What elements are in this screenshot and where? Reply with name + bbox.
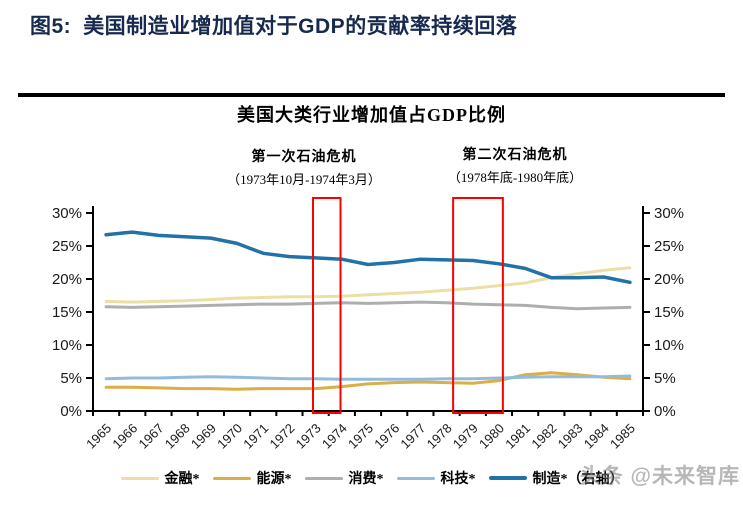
legend-label-manufacturing: 制造*（右轴） (532, 472, 624, 487)
y-axis-label-right: 30% (654, 205, 684, 222)
series-line-tech (104, 374, 632, 381)
legend-label-consumer: 消费* (348, 472, 384, 487)
x-axis-label: 1966 (109, 421, 140, 452)
legend-item-energy: 能源* (212, 468, 292, 488)
y-axis-label-left: 15% (52, 304, 82, 321)
x-axis-label: 1971 (240, 421, 271, 452)
series-line-manufacturing (104, 230, 632, 285)
legend-item-tech: 科技* (396, 468, 476, 488)
x-axis-label: 1985 (607, 421, 638, 452)
legend-item-finance: 金融* (120, 468, 200, 488)
legend-swatch-manufacturing (488, 476, 527, 480)
annotation-title: 第二次石油危机 (462, 148, 568, 163)
x-axis-label: 1981 (502, 421, 533, 452)
x-axis-label: 1969 (188, 421, 219, 452)
y-axis-label-left: 20% (52, 271, 82, 288)
legend-label-finance: 金融* (164, 472, 200, 487)
x-axis-label: 1965 (83, 421, 114, 452)
x-axis-label: 1983 (555, 421, 586, 452)
annotation-second-oil-crisis: 第二次石油危机 （1978年底-1980年底） (402, 144, 628, 186)
watermark: 头条 @未来智库 (579, 465, 740, 488)
y-axis-label-right: 0% (654, 403, 676, 420)
annotation-subtitle: （1973年10月-1974年3月） (227, 172, 381, 187)
x-axis-label: 1975 (345, 421, 376, 452)
y-axis-label-left: 10% (52, 337, 82, 354)
figure-header: 图5: 美国制造业增加值对于GDP的贡献率持续回落 (30, 10, 517, 40)
y-axis-label-right: 10% (654, 337, 684, 354)
x-axis-label: 1972 (266, 421, 297, 452)
y-axis-label-right: 5% (654, 370, 676, 387)
y-axis-label-right: 20% (654, 271, 684, 288)
x-axis-label: 1974 (319, 421, 350, 452)
legend-label-tech: 科技* (440, 472, 476, 487)
y-axis-label-right: 25% (654, 238, 684, 255)
y-axis-label-right: 15% (654, 304, 684, 321)
y-axis-label-left: 5% (60, 370, 82, 387)
x-axis-label: 1979 (450, 421, 481, 452)
chart-title: 美国大类行业增加值占GDP比例 (237, 105, 506, 125)
x-axis-label: 1970 (214, 421, 245, 452)
x-axis-label: 1977 (397, 421, 428, 452)
legend-swatch-finance (120, 476, 159, 480)
x-axis-label: 1968 (162, 421, 193, 452)
figure-title: 美国制造业增加值对于GDP的贡献率持续回落 (83, 15, 518, 38)
annotation-title: 第一次石油危机 (251, 150, 357, 165)
legend-swatch-consumer (304, 476, 343, 480)
series-line-consumer (104, 300, 632, 311)
legend-item-manufacturing: 制造*（右轴） (488, 468, 624, 488)
legend-swatch-tech (396, 476, 435, 480)
x-axis-label: 1984 (581, 421, 612, 452)
legend-swatch-energy (212, 476, 251, 480)
legend-item-consumer: 消费* (304, 468, 384, 488)
series-line-finance (104, 266, 632, 304)
chart-legend: 金融* 能源* 消费* 科技* 制造*（右轴） (48, 468, 696, 488)
y-axis-label-left: 30% (52, 205, 82, 222)
annotation-subtitle: （1978年底-1980年底） (447, 170, 583, 185)
header-divider (18, 93, 725, 97)
crisis-box-first-oil-crisis (312, 197, 342, 414)
annotation-first-oil-crisis: 第一次石油危机 （1973年10月-1974年3月） (178, 146, 430, 188)
y-axis-label-left: 25% (52, 238, 82, 255)
y-axis-label-left: 0% (60, 403, 82, 420)
x-axis-label: 1978 (424, 421, 455, 452)
x-axis-label: 1980 (476, 421, 507, 452)
x-axis-label: 1973 (293, 421, 324, 452)
figure-label: 图5: (30, 15, 72, 38)
legend-label-energy: 能源* (256, 472, 292, 487)
x-axis-label: 1976 (371, 421, 402, 452)
crisis-box-second-oil-crisis (452, 197, 504, 414)
x-axis-label: 1982 (528, 421, 559, 452)
series-line-energy (104, 371, 632, 391)
x-axis-label: 1967 (136, 421, 167, 452)
